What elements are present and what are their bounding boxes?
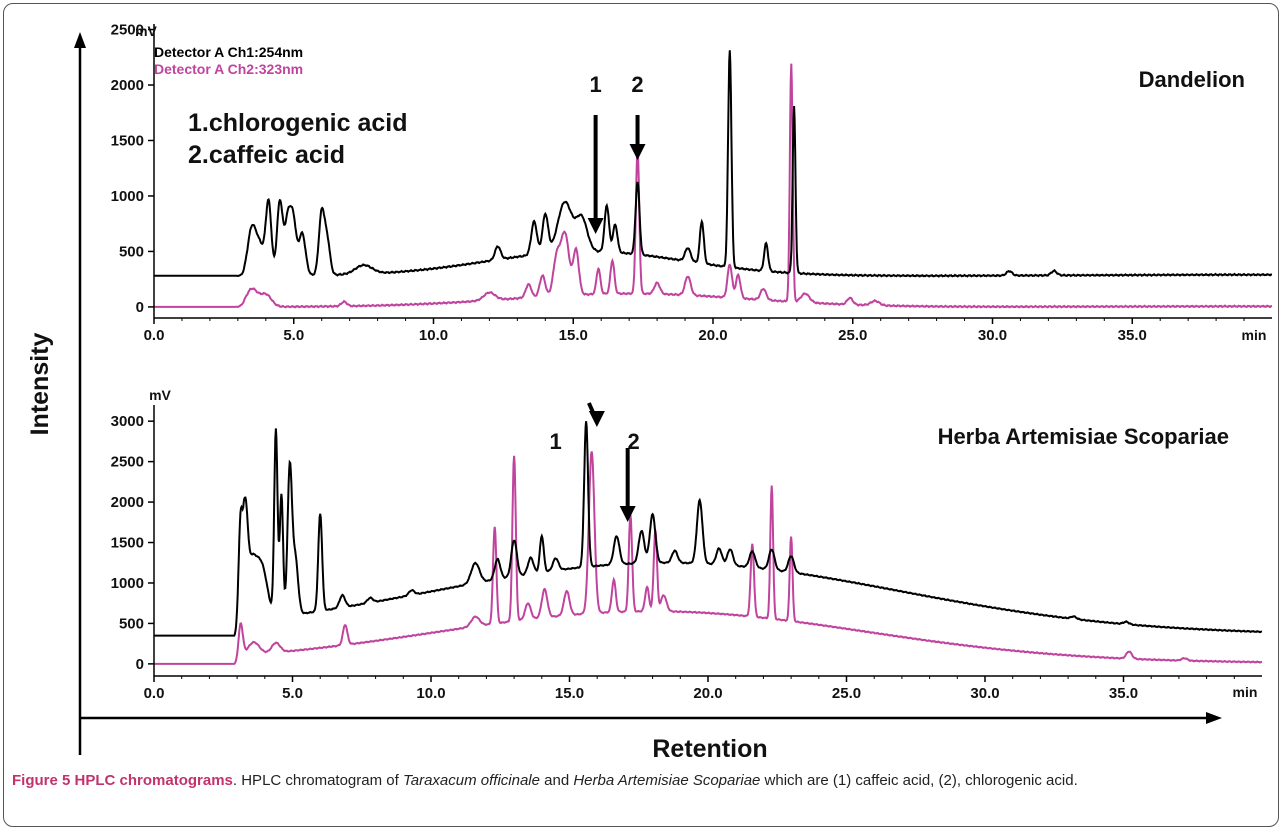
caption-species-2: Herba Artemisiae Scopariae [573,772,761,789]
y-tick-label: 2000 [111,494,144,511]
x-tick-label: 5.0 [282,685,303,702]
peak-label-2: 2 [631,72,643,97]
x-tick-label: 10.0 [419,327,448,344]
caption-text-1: . HPLC chromatogram of [232,772,403,789]
x-tick-label: 25.0 [838,327,867,344]
caption-text-2: and [539,772,574,789]
peak-label-1: 1 [550,429,562,454]
y-unit-label: mV [135,23,157,39]
peak-arrow-head [629,144,646,160]
outer-x-arrow [1206,712,1222,724]
x-unit-label: min [1233,684,1258,700]
x-tick-label: 35.0 [1118,327,1147,344]
figure-caption: Figure 5 HPLC chromatograms. HPLC chroma… [12,769,1274,792]
outer-y-arrow [74,32,86,48]
y-tick-label: 1000 [111,188,144,205]
y-unit-label: mV [149,387,171,403]
x-tick-label: 25.0 [832,685,861,702]
x-tick-label: 20.0 [693,685,722,702]
y-tick-label: 1000 [111,575,144,592]
figure-frame [3,3,1279,827]
x-tick-label: 30.0 [978,327,1007,344]
y-axis-title: Intensity [26,333,54,436]
chart-panel-herba: 0.0 5.0 10.0 15.0 20.0 25.0 30.0 35.0 0 500 1000 15… [111,387,1263,702]
series-line-ch1 [154,50,1273,278]
peak-label-2: 2 [628,429,640,454]
x-tick-label: 35.0 [1109,685,1138,702]
peak-arrow-head [619,506,636,522]
legend-entry-ch2: Detector A Ch2:323nm [154,61,303,77]
x-tick-label: 0.0 [144,685,165,702]
y-tick-label: 500 [119,615,144,632]
x-tick-label: 5.0 [283,327,304,344]
x-tick-label: 0.0 [144,327,165,344]
x-tick-label: 15.0 [559,327,588,344]
x-unit-label: min [1242,327,1267,343]
x-tick-label: 15.0 [555,685,584,702]
x-tick-label: 20.0 [698,327,727,344]
legend-entry-ch1: Detector A Ch1:254nm [154,44,303,60]
y-tick-label: 500 [119,243,144,260]
compound-label-2: 2.caffeic acid [188,141,345,169]
y-tick-label: 2500 [111,454,144,471]
y-tick-label: 2000 [111,77,144,94]
chart-title: Herba Artemisiae Scopariae [938,424,1229,449]
y-tick-label: 1500 [111,535,144,552]
y-tick-label: 0 [136,656,144,673]
x-tick-label: 30.0 [970,685,999,702]
x-tick-label: 10.0 [416,685,445,702]
compound-label-1: 1.chlorogenic acid [188,109,408,137]
y-tick-label: 1500 [111,132,144,149]
caption-species-1: Taraxacum officinale [402,772,540,789]
series-line-ch1 [154,421,1263,637]
peak-arrow-head [587,218,604,234]
caption-text-3: which are (1) caffeic acid, (2), chlorog… [760,772,1078,789]
chart-title: Dandelion [1139,67,1245,92]
y-tick-label: 3000 [111,413,144,430]
series-line-ch2 [154,451,1263,665]
x-axis-title: Retention [652,735,767,763]
caption-label: Figure 5 HPLC chromatograms [12,772,233,789]
chart-panel-dandelion: 0.0 5.0 10.0 15.0 20.0 25.0 30.0 35.0 0 500 1000 15… [111,22,1273,344]
peak-label-1: 1 [589,72,601,97]
y-tick-label: 0 [136,299,144,316]
y-tick-label: 2500 [111,22,144,39]
peak-arrow-head [588,411,605,427]
series-line-ch2 [154,63,1273,309]
